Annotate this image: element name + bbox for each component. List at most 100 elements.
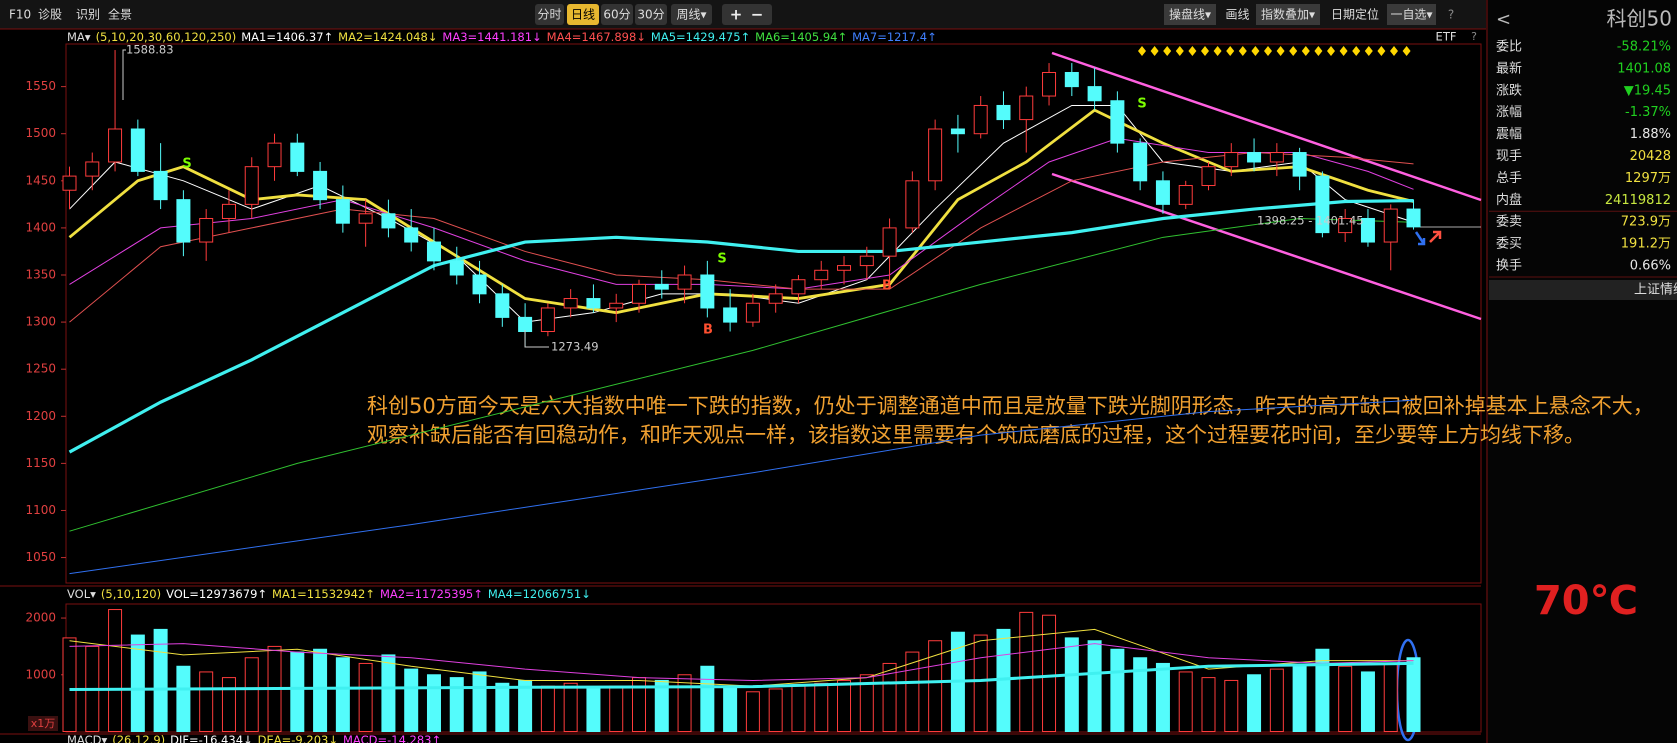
signal-diamond <box>1352 46 1361 56</box>
tab[interactable]: 日线 <box>571 8 595 22</box>
signal-diamond <box>1301 46 1310 56</box>
volume-bar <box>1269 668 1284 732</box>
y-tick-label: 1550 <box>25 79 56 93</box>
tab[interactable]: 60分 <box>603 8 630 22</box>
volume-bar <box>1019 611 1034 733</box>
candle-body <box>1406 208 1421 228</box>
candle-body <box>905 180 920 229</box>
tab-bg <box>601 4 633 25</box>
volume-bar <box>814 682 829 733</box>
toolbar-button[interactable]: 识别 <box>76 8 100 22</box>
volume-bar <box>1133 657 1148 733</box>
candle-body <box>1269 152 1284 163</box>
info-value: -58.21% <box>1617 40 1671 55</box>
info-value: 191.2万 <box>1621 237 1671 252</box>
tab[interactable]: 周线▾ <box>676 8 706 22</box>
indicator-readout: MACD=-14.283↑ <box>343 733 441 743</box>
info-value: 1401.08 <box>1617 61 1671 76</box>
signal-diamond <box>1213 46 1222 56</box>
toolbar-button[interactable]: 全景 <box>108 7 132 22</box>
volume-bar <box>973 634 988 732</box>
toolbar-button[interactable]: 一自选▾ <box>1390 8 1432 22</box>
volume-bar <box>449 677 464 732</box>
toolbar-button[interactable]: 日期定位 <box>1331 7 1379 22</box>
info-label: 现手 <box>1496 149 1522 164</box>
volume-bar <box>176 665 191 733</box>
zoom-button[interactable]: + <box>730 6 743 24</box>
indicator-readout: MA1=11532942↑ <box>272 587 375 601</box>
candle-body <box>768 293 783 304</box>
signal: S <box>717 252 726 267</box>
etf-tag[interactable]: ETF <box>1436 30 1457 44</box>
volume-bar <box>905 651 920 732</box>
info-label: 最新 <box>1496 60 1522 76</box>
signal-diamond <box>1163 46 1172 56</box>
channel-lower <box>1051 172 1482 321</box>
volume-bar <box>1224 679 1239 732</box>
indicator-readout: MA6=1405.94↑ <box>755 30 847 44</box>
candle-body <box>199 217 214 243</box>
y-tick-label: 1150 <box>25 456 56 470</box>
toolbar-button[interactable]: ? <box>1448 8 1454 22</box>
volume-bar <box>677 674 692 733</box>
volume-bar <box>563 682 578 733</box>
indicator-params: (5,10,120) <box>101 587 161 601</box>
info-panel <box>1486 0 1677 743</box>
signal-diamond <box>1150 46 1159 56</box>
help[interactable]: ? <box>1471 30 1477 43</box>
indicator-params: (26,12,9) <box>112 733 165 743</box>
toolbar-button[interactable]: 操盘线▾ <box>1169 7 1211 22</box>
candle-body <box>1155 180 1170 205</box>
info-label: 委卖 <box>1496 215 1522 230</box>
ma-line <box>68 198 1414 454</box>
signal-diamond <box>1175 46 1184 56</box>
volume-bar <box>1042 614 1057 732</box>
candle-body <box>85 161 100 177</box>
signal-diamond <box>1390 46 1398 56</box>
ma-line <box>69 661 1414 692</box>
toolbar-button[interactable]: 指数叠加▾ <box>1261 7 1315 22</box>
volume-bar <box>540 685 555 732</box>
tab[interactable]: 30分 <box>637 8 664 22</box>
zoom-bg <box>722 4 772 25</box>
candle-body <box>381 213 396 229</box>
candle-body <box>1338 217 1353 234</box>
toolbar-button[interactable]: 画线 <box>1225 8 1249 22</box>
candle-body <box>1064 71 1079 88</box>
signal-diamond <box>1402 46 1411 56</box>
y-tick-label: 1300 <box>25 315 56 329</box>
toolbar-button[interactable]: 诊股 <box>38 8 62 22</box>
volume-bar <box>1087 640 1102 732</box>
indicator-name[interactable]: MACD▾ <box>67 733 107 743</box>
signal-diamond <box>1201 46 1209 56</box>
volume-bar <box>108 609 123 733</box>
volume-bar <box>153 628 168 733</box>
info-footer: 上证情绪 <box>1634 283 1677 298</box>
ma-line <box>69 152 1414 323</box>
volume-bar <box>1155 662 1170 732</box>
candle-body <box>404 227 419 243</box>
back-button[interactable]: < <box>1496 9 1511 30</box>
toolbar-button[interactable]: F10 <box>9 8 31 22</box>
volume-bar <box>244 657 259 733</box>
panel-title: 科创50 <box>1607 7 1672 31</box>
candle-body <box>973 104 988 135</box>
indicator-params: (5,10,20,30,60,120,250) <box>96 30 237 44</box>
y-tick-label: 2000 <box>25 611 56 625</box>
candle-body <box>426 241 441 262</box>
candle-body <box>335 199 350 224</box>
tab[interactable]: 分时 <box>537 8 561 22</box>
candle-body <box>586 298 601 309</box>
indicator-name[interactable]: MA▾ <box>67 30 91 44</box>
zoom-button[interactable]: − <box>751 6 764 24</box>
candle-body <box>518 316 533 333</box>
indicator-name[interactable]: VOL▾ <box>67 587 96 601</box>
signal-diamond <box>1238 46 1247 56</box>
tab-bg <box>567 4 599 25</box>
signal: S <box>182 157 191 172</box>
info-value: 1297万 <box>1625 171 1671 186</box>
volume-bar <box>290 651 305 732</box>
temperature: 70℃ <box>1534 578 1638 624</box>
signal-diamond <box>1289 46 1298 56</box>
